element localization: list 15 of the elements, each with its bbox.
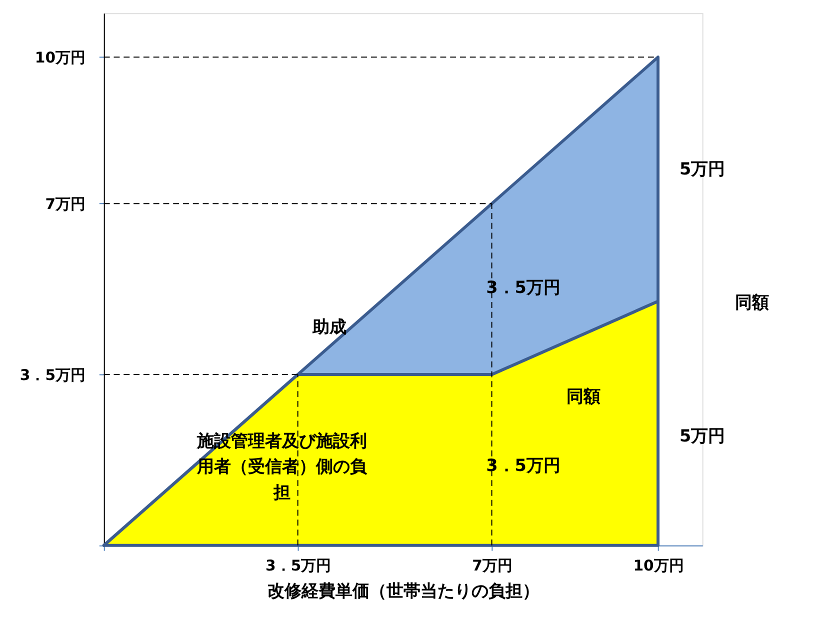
x-tick-label: 3．5万円 [266,558,332,575]
x-tick-label: 7万円 [472,558,512,575]
annotation: 施設管理者及び施設利用者（受信者）側の負担 [196,430,368,502]
y-tick-label: 3．5万円 [20,366,86,384]
annotation: 3．5万円 [486,277,560,298]
text: 同額 [734,292,769,312]
annotation: 同額 [566,386,601,406]
annotation: 5万円 [680,426,726,446]
y-tick-label: 10万円 [34,50,86,67]
x-tick-label: 10万円 [633,558,684,575]
y-tick-label: 7万円 [45,196,86,214]
x-axis-title: 改修経費単価（世帯当たりの負担） [268,580,540,600]
annotation: 5万円 [680,158,726,178]
annotation: 助成 [311,316,346,337]
annotation: 3．5万円 [486,455,560,476]
